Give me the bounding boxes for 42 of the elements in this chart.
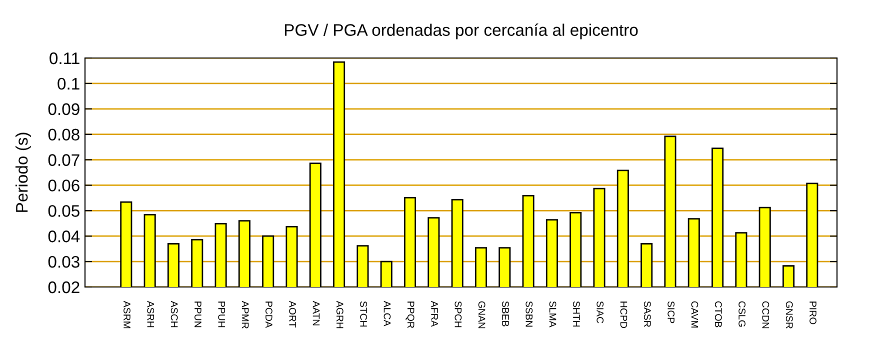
x-tick-label: PPQR	[406, 302, 414, 328]
x-tick-label: AORT	[289, 300, 296, 328]
y-tick-label: 0.11	[50, 52, 80, 64]
x-tick-label: PCDA	[265, 302, 272, 328]
y-tick-label: 0.05	[48, 205, 80, 217]
x-tick-label: SIAC	[596, 301, 604, 324]
x-tick-label: PPUN	[194, 302, 202, 328]
y-tick-label: 0.1	[58, 78, 80, 90]
x-tick-label: SSBN	[526, 301, 533, 327]
x-tick-label: APMR	[242, 300, 249, 329]
x-tick-label: CCDN	[762, 301, 770, 328]
y-tick-label: 0.04	[48, 230, 80, 242]
y-tick-label: 0.02	[48, 281, 80, 294]
x-tick-label: AATN	[312, 300, 320, 326]
x-tick-label: STCH	[360, 301, 367, 327]
x-tick-label: GNAN	[478, 301, 486, 328]
x-tick-label: AFRA	[431, 300, 438, 327]
x-tick-label: SLMA	[549, 301, 556, 328]
y-tick-label: 0.03	[48, 256, 80, 268]
x-tick-label: CSLG	[738, 301, 746, 327]
y-tick-label: 0.08	[48, 128, 80, 141]
x-tick-label: PIRO	[810, 302, 816, 324]
x-tick-label: ALCA	[384, 300, 391, 326]
y-tick-label: 0.07	[48, 154, 80, 166]
y-axis-title: Periodo (s)	[16, 132, 32, 212]
x-tick-label: HCPD	[620, 302, 628, 328]
x-tick-label: SPCH	[454, 301, 462, 328]
x-tick-label: ASRH	[147, 300, 154, 328]
y-tick-label: 0.09	[48, 103, 80, 116]
x-tick-label: ASCH	[170, 300, 178, 328]
x-tick-label: SBEB	[502, 301, 509, 326]
x-tick-label: GNSR	[786, 301, 793, 329]
x-tick-label: AGRH	[336, 300, 344, 328]
x-tick-label: PPUH	[218, 302, 225, 328]
x-tick-label: CAVM	[691, 301, 698, 328]
x-tick-label: ASRM	[124, 300, 130, 328]
x-tick-label: CTOB	[714, 301, 722, 328]
x-tick-label: SICP	[668, 301, 675, 324]
chart-title: PGV / PGA ordenadas por cercanía al epicentro	[284, 24, 638, 40]
x-tick-label: SASR	[644, 301, 651, 327]
y-tick-label: 0.06	[48, 180, 80, 192]
x-tick-label: SHTH	[573, 301, 580, 327]
